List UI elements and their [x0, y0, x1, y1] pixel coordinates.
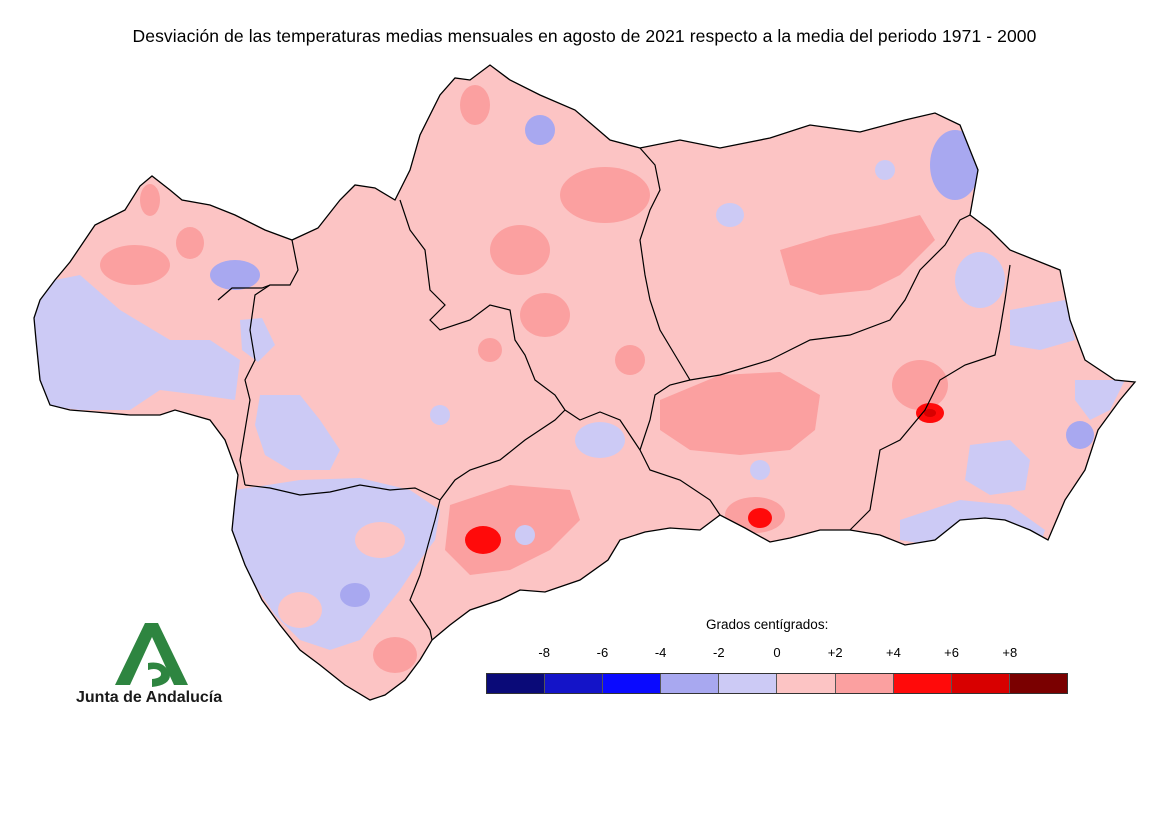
legend-tick-label: -8: [538, 645, 550, 660]
legend-swatch: [835, 674, 894, 693]
legend-swatch: [545, 674, 604, 693]
map-title: Desviación de las temperaturas medias me…: [132, 26, 1037, 46]
legend-tick-label: -6: [596, 645, 609, 660]
legend-swatch: [777, 674, 836, 693]
legend-tick-label: 0: [773, 645, 781, 660]
province-borders: [217, 147, 1011, 641]
legend-tick-label: +8: [1002, 645, 1018, 660]
region-border: [33, 64, 1137, 701]
junta-de-andalucia-logo: [115, 623, 188, 687]
logo-text: Junta de Andalucía: [76, 689, 223, 706]
legend-swatch: [661, 674, 720, 693]
legend-swatch: [951, 674, 1010, 693]
legend-caption: Grados centígrados:: [706, 617, 829, 632]
legend-colorbar: [486, 673, 1068, 694]
legend-swatch: [487, 674, 546, 693]
legend-tick-label: -2: [713, 645, 725, 660]
legend-swatch: [603, 674, 662, 693]
legend-tick-label: +6: [944, 645, 960, 660]
legend-swatch: [719, 674, 778, 693]
legend-tick-label: -4: [654, 645, 667, 660]
legend-tick-label: +4: [885, 645, 901, 660]
legend-swatch: [1009, 674, 1067, 693]
legend-tick-label: +2: [827, 645, 843, 660]
legend-swatch: [893, 674, 952, 693]
